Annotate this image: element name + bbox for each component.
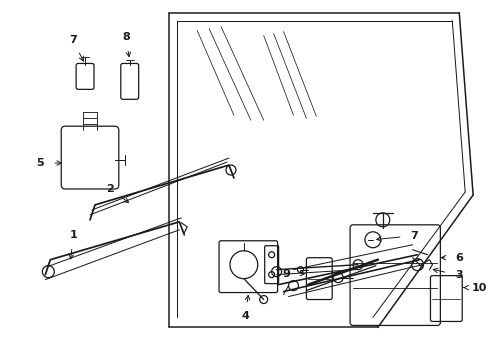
Text: 6: 6 — [454, 253, 462, 263]
Text: 1: 1 — [70, 230, 78, 240]
Text: 8: 8 — [122, 32, 129, 42]
Text: 7: 7 — [410, 231, 418, 240]
Text: 10: 10 — [470, 283, 486, 293]
Text: 2: 2 — [106, 184, 114, 194]
Text: 3: 3 — [454, 270, 462, 280]
Text: 4: 4 — [241, 311, 248, 321]
Text: 5: 5 — [37, 158, 44, 168]
Text: 9: 9 — [282, 269, 290, 279]
Text: 7: 7 — [69, 35, 77, 45]
